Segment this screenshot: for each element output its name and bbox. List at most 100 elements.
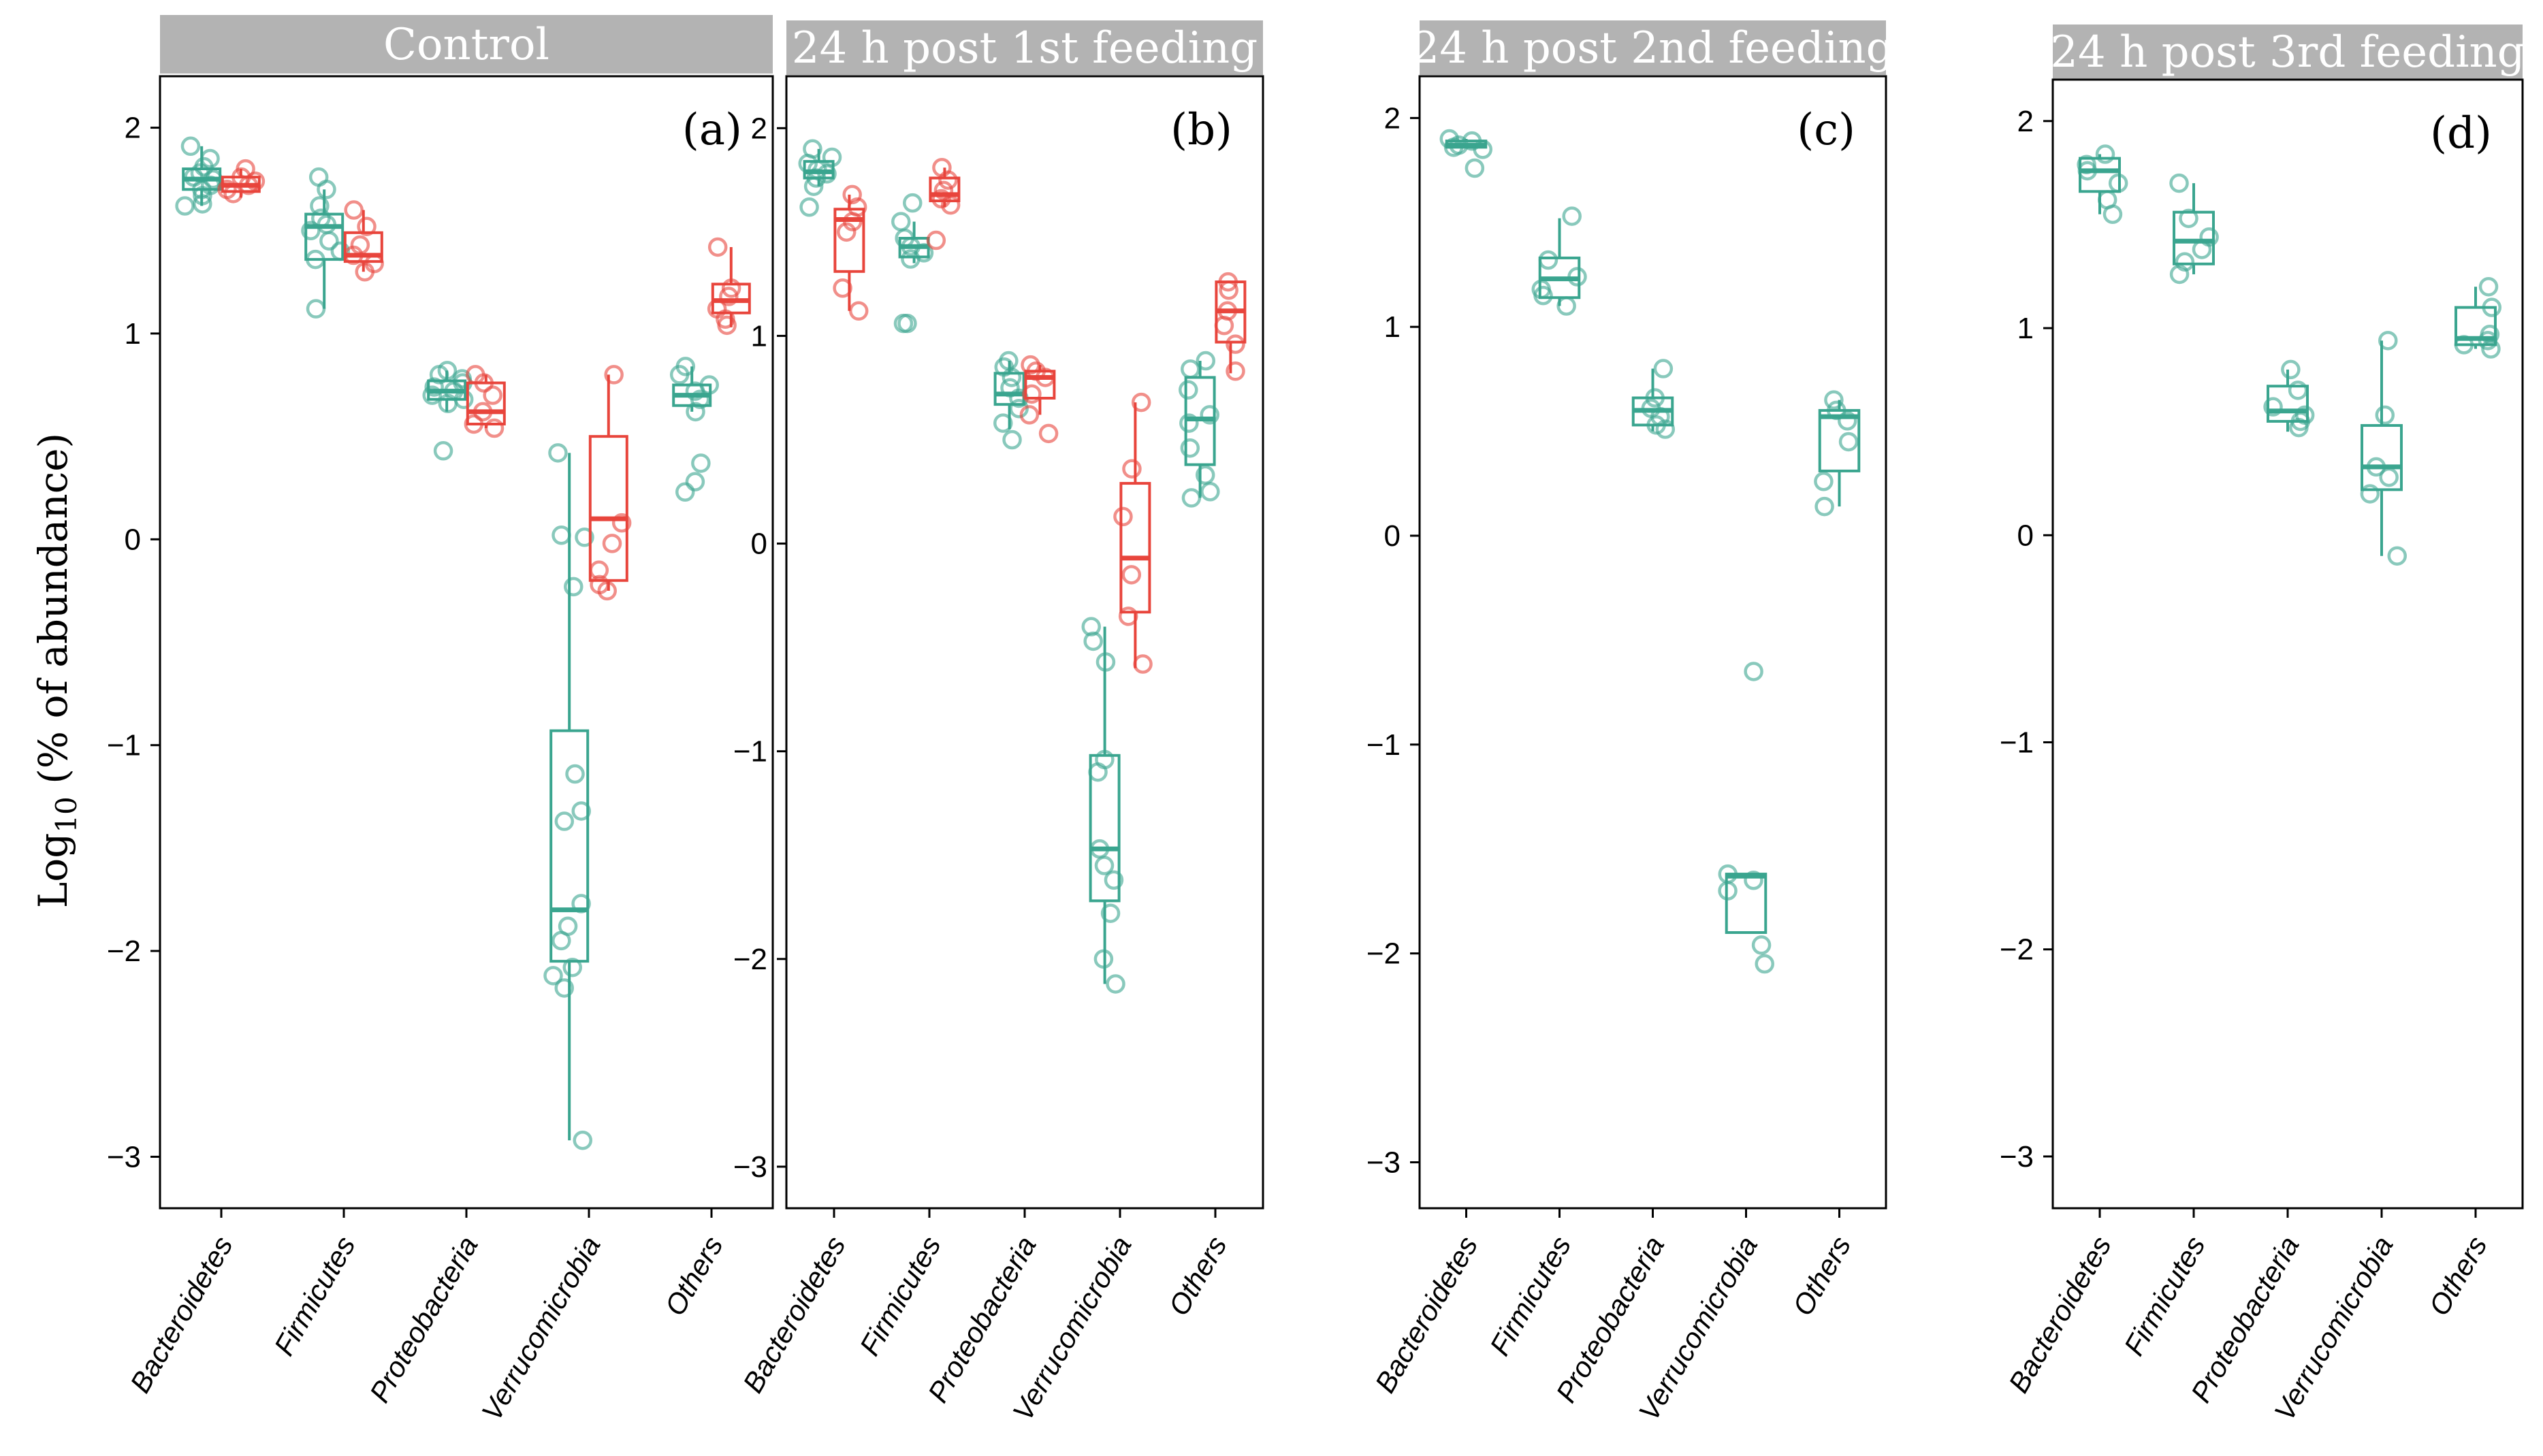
data-point bbox=[1181, 359, 1200, 379]
panel-strip bbox=[2053, 25, 2523, 79]
data-point bbox=[2378, 331, 2398, 351]
data-point bbox=[1002, 368, 1022, 387]
y-tick-label: 1 bbox=[1384, 310, 1401, 344]
data-point bbox=[1814, 471, 1834, 491]
data-point bbox=[803, 176, 824, 196]
data-point bbox=[317, 180, 336, 199]
panel-strip bbox=[1420, 20, 1886, 75]
data-point bbox=[1538, 250, 1558, 270]
x-tick-label: Others bbox=[1787, 1231, 1857, 1321]
data-point bbox=[193, 186, 212, 206]
y-tick-label: 1 bbox=[2017, 312, 2034, 345]
series-1 bbox=[2077, 144, 2502, 566]
data-point bbox=[2263, 397, 2283, 417]
data-point bbox=[2478, 276, 2499, 297]
data-point bbox=[901, 249, 921, 269]
data-point bbox=[2387, 546, 2408, 566]
data-point bbox=[1100, 903, 1121, 923]
data-point bbox=[1556, 296, 1576, 316]
data-point bbox=[589, 560, 609, 580]
series-2 bbox=[217, 159, 751, 601]
panel-tag: (a) bbox=[682, 105, 742, 155]
data-point bbox=[192, 180, 212, 199]
data-point bbox=[175, 196, 195, 216]
data-point bbox=[848, 301, 869, 321]
y-tick-label: 1 bbox=[751, 319, 767, 353]
y-tick-label: 0 bbox=[2017, 519, 2034, 552]
data-point bbox=[669, 365, 690, 385]
y-tick-label: −1 bbox=[2000, 726, 2034, 760]
data-point bbox=[806, 168, 827, 188]
panel-title: 24 h post 3rd feeding bbox=[2050, 27, 2525, 78]
data-point bbox=[891, 212, 911, 231]
data-point bbox=[1093, 949, 1114, 969]
data-point bbox=[355, 261, 375, 282]
data-point bbox=[822, 147, 842, 167]
data-point bbox=[1226, 361, 1245, 381]
data-point bbox=[1214, 315, 1234, 336]
y-axis-title: Log10 (% of abundance) bbox=[30, 433, 83, 908]
data-point bbox=[1118, 606, 1138, 626]
data-point bbox=[573, 1130, 593, 1150]
data-point bbox=[424, 377, 444, 397]
data-point bbox=[1095, 652, 1116, 672]
x-tick-label: Others bbox=[2422, 1231, 2493, 1321]
data-point bbox=[301, 221, 321, 241]
y-tick-label: 0 bbox=[1384, 519, 1401, 553]
panel-tag: (d) bbox=[2430, 108, 2492, 159]
data-point bbox=[1094, 856, 1115, 875]
data-point bbox=[1002, 430, 1022, 450]
data-point bbox=[2095, 144, 2115, 164]
data-point bbox=[2288, 381, 2308, 400]
data-point bbox=[1646, 415, 1666, 435]
data-point bbox=[1196, 351, 1216, 371]
box-iqr bbox=[588, 435, 628, 582]
data-point bbox=[438, 393, 458, 414]
data-point bbox=[1131, 392, 1151, 412]
data-point bbox=[1814, 496, 1834, 517]
data-point bbox=[1744, 871, 1763, 890]
data-point bbox=[2379, 467, 2399, 487]
data-point bbox=[474, 373, 494, 393]
data-point bbox=[562, 957, 583, 977]
data-point bbox=[571, 801, 591, 821]
data-point bbox=[551, 525, 571, 545]
data-point bbox=[2102, 204, 2123, 224]
data-point bbox=[691, 453, 711, 473]
y-tick-label: 0 bbox=[125, 523, 141, 556]
data-point bbox=[842, 212, 863, 231]
data-point bbox=[926, 230, 946, 250]
data-point bbox=[551, 931, 571, 951]
data-point bbox=[319, 231, 339, 251]
data-point bbox=[833, 278, 852, 298]
data-point bbox=[2108, 173, 2128, 193]
data-point bbox=[1473, 140, 1492, 159]
data-point bbox=[1009, 398, 1029, 419]
data-point bbox=[1022, 384, 1042, 404]
data-point bbox=[1827, 400, 1846, 421]
data-point bbox=[1113, 506, 1133, 527]
data-point bbox=[1083, 631, 1103, 651]
data-point bbox=[1106, 974, 1125, 994]
data-point bbox=[675, 482, 695, 502]
y-axis-title-subscript: 10 bbox=[50, 796, 83, 832]
panel-tag: (c) bbox=[1797, 105, 1855, 155]
data-point bbox=[1567, 267, 1587, 287]
data-point bbox=[571, 894, 591, 913]
data-point bbox=[464, 414, 484, 434]
data-point bbox=[2192, 240, 2212, 259]
data-point bbox=[433, 441, 453, 461]
data-point bbox=[311, 208, 331, 228]
data-point bbox=[1465, 158, 1485, 178]
data-point bbox=[330, 241, 351, 261]
data-point bbox=[238, 176, 259, 195]
data-point bbox=[429, 365, 449, 385]
data-point bbox=[422, 385, 442, 405]
data-point bbox=[1019, 405, 1040, 425]
data-point bbox=[1104, 870, 1124, 890]
y-tick-label: 1 bbox=[125, 317, 141, 351]
panel-strip bbox=[786, 20, 1263, 75]
plot-frame bbox=[159, 75, 774, 1210]
data-point bbox=[2289, 417, 2309, 438]
